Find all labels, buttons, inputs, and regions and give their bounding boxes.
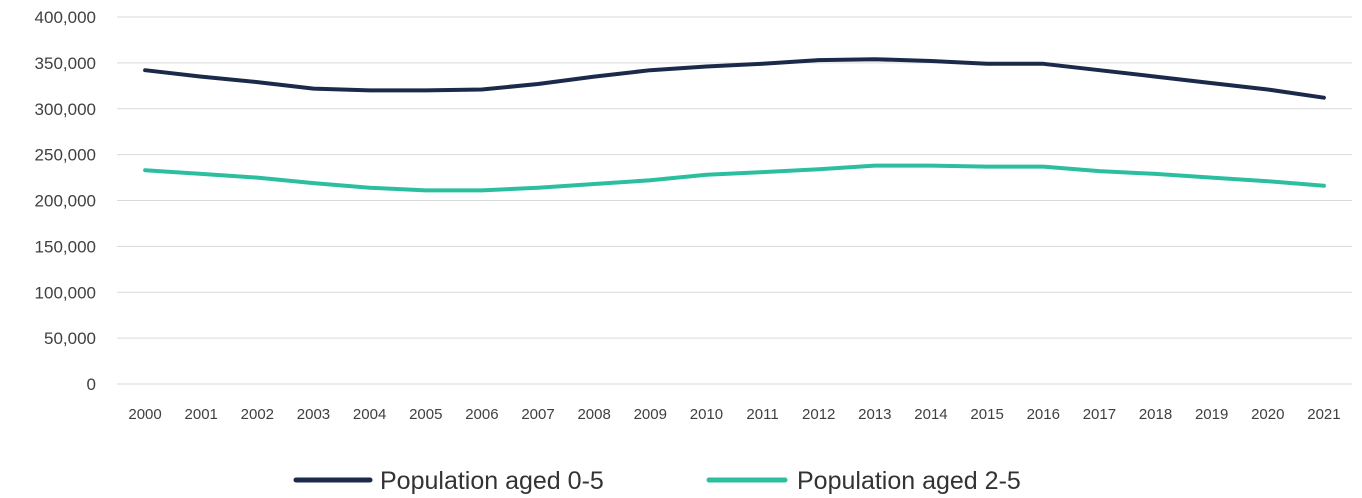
data-point	[1322, 96, 1326, 100]
data-point	[143, 68, 147, 72]
x-tick-label: 2020	[1251, 406, 1284, 423]
data-point	[480, 188, 484, 192]
data-point	[1041, 165, 1045, 169]
x-tick-label: 2006	[465, 406, 498, 423]
y-tick-label: 250,000	[35, 146, 96, 165]
data-point	[255, 176, 259, 180]
x-tick-label: 2019	[1195, 406, 1228, 423]
series-lines	[143, 57, 1326, 193]
data-point	[1097, 169, 1101, 173]
data-point	[1041, 62, 1045, 66]
data-point	[1097, 68, 1101, 72]
x-tick-label: 2004	[353, 406, 386, 423]
gridlines	[117, 16, 1352, 385]
data-point	[648, 68, 652, 72]
x-axis-ticks: 2000 2001 2002 2003 2004 2005 2006 2007 2008 2009…	[128, 406, 1340, 423]
data-point	[480, 87, 484, 91]
x-tick-label: 2007	[521, 406, 554, 423]
data-point	[704, 65, 708, 69]
y-tick-label: 400,000	[35, 8, 96, 27]
y-tick-label: 350,000	[35, 54, 96, 73]
data-point	[592, 182, 596, 186]
data-point	[1210, 81, 1214, 85]
x-tick-label: 2001	[185, 406, 218, 423]
data-point	[1322, 184, 1326, 188]
data-point	[1154, 172, 1158, 176]
data-point	[929, 164, 933, 168]
y-tick-label: 100,000	[35, 283, 96, 302]
x-tick-label: 2002	[241, 406, 274, 423]
y-tick-label: 50,000	[44, 329, 96, 348]
data-point	[929, 59, 933, 63]
data-point	[143, 168, 147, 172]
data-point	[648, 178, 652, 182]
x-tick-label: 2012	[802, 406, 835, 423]
y-tick-label: 150,000	[35, 237, 96, 256]
y-tick-label: 300,000	[35, 100, 96, 119]
data-point	[424, 88, 428, 92]
x-tick-label: 2000	[128, 406, 161, 423]
data-point	[873, 57, 877, 61]
data-point	[761, 62, 765, 66]
data-point	[873, 164, 877, 168]
y-axis-ticks: 0 50,000 100,000 150,000 200,000 250,000 300,0…	[35, 8, 96, 394]
data-point	[368, 88, 372, 92]
data-point	[311, 181, 315, 185]
data-point	[1266, 87, 1270, 91]
data-point	[1154, 75, 1158, 79]
y-tick-label: 200,000	[35, 192, 96, 211]
data-point	[817, 167, 821, 171]
data-point	[985, 62, 989, 66]
x-tick-label: 2014	[914, 406, 947, 423]
x-tick-label: 2005	[409, 406, 442, 423]
x-tick-label: 2013	[858, 406, 891, 423]
x-tick-label: 2009	[634, 406, 667, 423]
legend-label-2: Population aged 2-5	[797, 467, 1021, 495]
x-tick-label: 2018	[1139, 406, 1172, 423]
x-tick-label: 2021	[1307, 406, 1340, 423]
legend: Population aged 0-5 Population aged 2-5	[293, 467, 1021, 495]
data-point	[536, 186, 540, 190]
data-point	[255, 80, 259, 84]
data-point	[817, 58, 821, 62]
data-point	[761, 170, 765, 174]
series-line-2	[143, 163, 1326, 193]
data-point	[536, 82, 540, 86]
x-tick-label: 2008	[577, 406, 610, 423]
data-point	[368, 186, 372, 190]
data-point	[1266, 179, 1270, 183]
data-point	[1210, 176, 1214, 180]
x-tick-label: 2017	[1083, 406, 1116, 423]
x-tick-label: 2010	[690, 406, 723, 423]
data-point	[592, 75, 596, 79]
data-point	[985, 165, 989, 169]
data-point	[704, 173, 708, 177]
y-tick-label: 0	[87, 375, 96, 394]
data-point	[424, 188, 428, 192]
x-tick-label: 2015	[970, 406, 1003, 423]
x-tick-label: 2011	[746, 406, 778, 423]
data-point	[199, 75, 203, 79]
x-tick-label: 2016	[1027, 406, 1060, 423]
data-point	[311, 87, 315, 91]
x-tick-label: 2003	[297, 406, 330, 423]
data-point	[199, 172, 203, 176]
legend-label-1: Population aged 0-5	[380, 467, 604, 495]
series-line-1	[143, 57, 1326, 100]
